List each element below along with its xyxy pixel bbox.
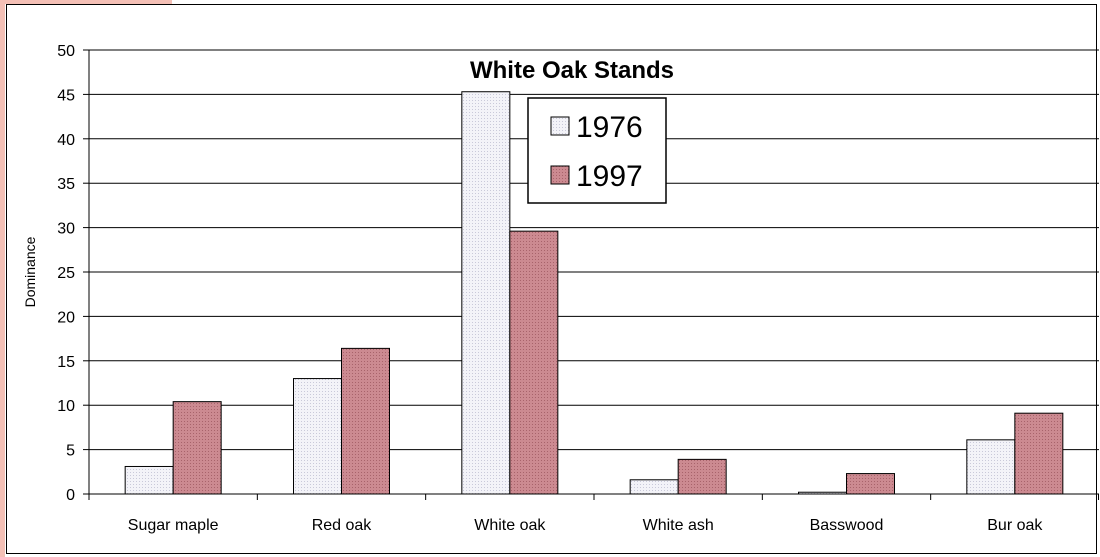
x-tick-label: Bur oak — [987, 517, 1043, 534]
y-tick-label: 5 — [66, 443, 75, 460]
bar-1997-white-oak — [509, 230, 559, 495]
bar-1997-bur-oak — [1014, 412, 1064, 495]
y-tick-label: 0 — [66, 487, 75, 504]
bar-1997-sugar-maple — [172, 401, 222, 495]
bars — [124, 91, 1064, 495]
axes — [83, 49, 1099, 500]
y-tick-label: 25 — [57, 265, 75, 282]
y-tick-label: 50 — [57, 43, 75, 60]
bar-1976-white-oak — [461, 91, 511, 495]
bar-1976-bur-oak — [966, 439, 1016, 495]
bar-1997-red-oak — [341, 347, 390, 495]
legend-box — [527, 97, 667, 204]
x-tick-label: Sugar maple — [128, 517, 219, 534]
y-tick-label: 15 — [57, 354, 75, 371]
bar-1976-red-oak — [293, 378, 342, 495]
chart-title: White Oak Stands — [470, 57, 674, 84]
x-tick-label: Red oak — [312, 517, 373, 534]
axis-labels: 0 5 10 15 20 25 30 35 40 45 50 Sugar maple Red oak Wh… — [57, 43, 1043, 534]
legend-swatch-1997 — [550, 165, 570, 185]
legend-label-1976: 1976 — [576, 111, 643, 144]
bar-1976-white-ash — [629, 479, 679, 495]
bar-1976-sugar-maple — [124, 465, 174, 495]
bar-1997-white-ash — [677, 458, 727, 495]
page-accent-corner — [0, 0, 172, 4]
x-tick-label: White oak — [474, 517, 546, 534]
y-axis-title: Dominance — [22, 236, 38, 307]
y-tick-label: 45 — [57, 87, 75, 104]
y-tick-label: 30 — [57, 221, 75, 238]
page-accent-strip — [0, 0, 5, 557]
y-tick-label: 20 — [57, 309, 75, 326]
legend-label-1997: 1997 — [576, 160, 643, 193]
legend-swatch-1976 — [550, 116, 570, 136]
y-tick-label: 35 — [57, 176, 75, 193]
y-tick-label: 40 — [57, 132, 75, 149]
y-tick-label: 10 — [57, 398, 75, 415]
x-tick-label: White ash — [643, 517, 714, 534]
legend: 1976 1997 — [527, 97, 667, 204]
bar-1997-basswood — [846, 473, 895, 495]
x-tick-label: Basswood — [810, 517, 884, 534]
